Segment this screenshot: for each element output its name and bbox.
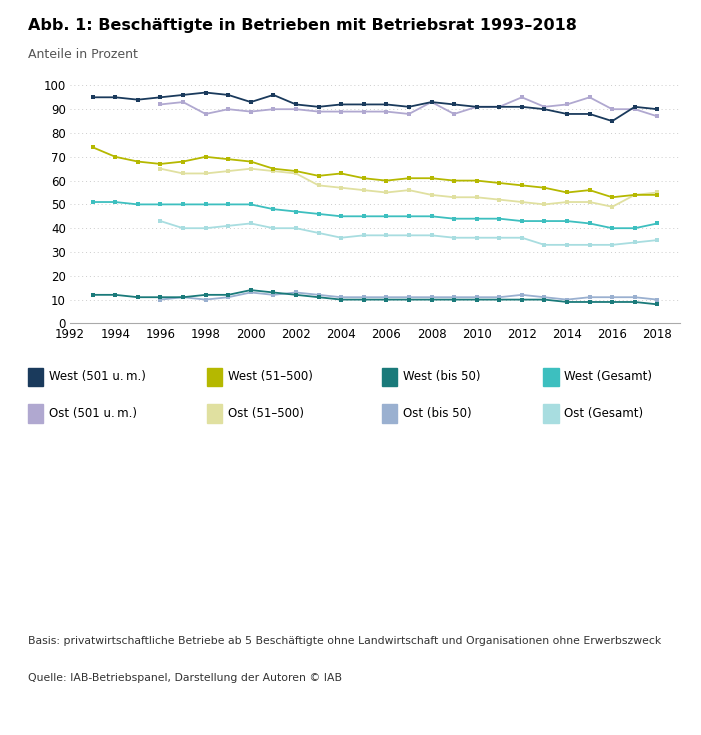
Text: Quelle: IAB-Betriebspanel, Darstellung der Autoren © IAB: Quelle: IAB-Betriebspanel, Darstellung d… <box>28 673 342 683</box>
Text: Abb. 1: Beschäftigte in Betrieben mit Betriebsrat 1993–2018: Abb. 1: Beschäftigte in Betrieben mit Be… <box>28 18 577 33</box>
Text: Ost (501 u. m.): Ost (501 u. m.) <box>49 407 137 420</box>
Text: Ost (bis 50): Ost (bis 50) <box>403 407 472 420</box>
Text: West (501 u. m.): West (501 u. m.) <box>49 370 146 383</box>
Text: West (Gesamt): West (Gesamt) <box>564 370 653 383</box>
Text: Ost (Gesamt): Ost (Gesamt) <box>564 407 644 420</box>
Text: Ost (51–500): Ost (51–500) <box>228 407 304 420</box>
Text: West (bis 50): West (bis 50) <box>403 370 481 383</box>
Text: Anteile in Prozent: Anteile in Prozent <box>28 48 138 61</box>
Text: Basis: privatwirtschaftliche Betriebe ab 5 Beschäftigte ohne Landwirtschaft und : Basis: privatwirtschaftliche Betriebe ab… <box>28 636 661 646</box>
Text: West (51–500): West (51–500) <box>228 370 313 383</box>
